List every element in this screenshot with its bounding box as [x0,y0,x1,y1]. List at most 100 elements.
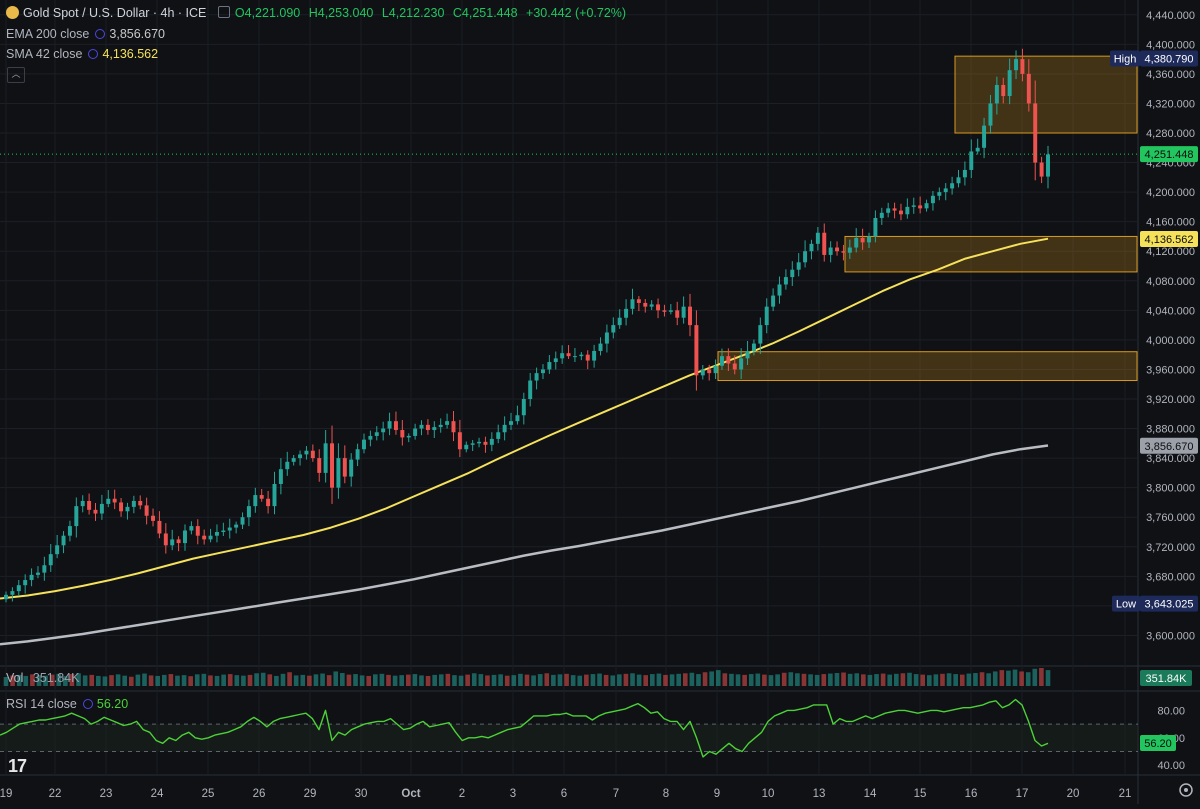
volume-bar [247,674,253,686]
candle-body [195,526,200,536]
volume-bar [96,675,101,686]
candle-body [841,251,846,253]
volume-bar [109,675,114,686]
candle-body [253,495,258,507]
candle-body [502,424,507,433]
rsi-value-label-text: 56.20 [1144,738,1172,750]
low-tag-label: Low [1112,595,1140,612]
candle-body [930,195,935,204]
candle-body [975,147,980,152]
volume-bar [788,672,794,686]
volume-bar [1025,672,1031,686]
volume-bar [142,673,147,686]
time-tick-label: 24 [151,788,164,800]
ohlc-open: O4,221.090 [234,6,301,20]
volume-bar [663,674,668,686]
volume-bar [1019,671,1024,686]
volume-bar [715,670,721,686]
candle-body [381,428,386,433]
sma-settings-icon[interactable] [88,49,99,59]
candle-body [16,585,21,592]
price-tick-label: 4,320.000 [1146,98,1195,110]
volume-bar [775,674,780,686]
volume-bar [518,673,523,686]
volume-bar [30,674,35,686]
volume-bar [445,673,451,686]
time-tick-label: 15 [914,788,927,800]
high-tag-label-text: High [1114,54,1137,66]
candle-body [592,350,597,361]
volume-bar [986,673,991,686]
ohlc-close: C4,251.448 [452,6,518,20]
candle-body [521,399,526,416]
volume-bar [795,673,800,686]
volume-legend[interactable]: Vol 351.84K [6,671,79,685]
ema-legend[interactable]: EMA 200 close 3,856.670 [6,27,165,41]
volume-bar [762,674,767,686]
volume-bar [399,675,405,686]
volume-bar [676,673,681,686]
volume-bar [861,674,866,686]
volume-bar [353,674,358,686]
candle-body [751,343,756,351]
candle-body [828,247,833,255]
time-tick-label: 29 [304,788,317,800]
time-tick-label: 26 [253,788,266,800]
candle-body [106,498,111,504]
candle-body [1033,103,1038,163]
volume-bar [346,674,352,686]
rsi-legend[interactable]: RSI 14 close 56.20 [6,697,128,711]
volume-bar [742,674,747,686]
volume-bar [814,674,820,686]
time-tick-label: Oct [401,788,420,800]
volume-bar [973,673,978,686]
candle-body [183,530,187,544]
candle-body [227,527,232,531]
volume-bar [234,675,240,686]
volume-bar [940,673,945,686]
rsi-settings-icon[interactable] [82,699,93,709]
price-tick-label: 4,120.000 [1146,246,1195,258]
volume-bar [1039,668,1044,686]
volume-bar [867,674,873,686]
candle-body [99,503,104,514]
tradingview-logo-icon: 17 [8,756,27,776]
time-axis[interactable]: 19 22 23 24 25 26 29 30 Oct 2 3 6 7 8 9 10 13 14 15 16 17 20 2… [0,788,1131,800]
candle-body [1001,84,1006,97]
volume-bar [333,671,339,686]
volume-bar [36,675,42,686]
time-tick-label: 25 [202,788,215,800]
high-price-label: 4,380.790 [1140,50,1198,67]
volume-bar [76,673,81,686]
candle-body [707,369,712,374]
candle-body [23,580,28,586]
sma-legend[interactable]: SMA 42 close 4,136.562 [6,47,158,61]
high-tag-label-bg [1110,50,1140,67]
candle-body [4,594,8,600]
candle-body [892,208,897,211]
volume-bar [682,673,688,686]
ema-settings-icon[interactable] [95,29,106,39]
candle-body [835,247,840,252]
collapse-legend-button[interactable]: ︿ [7,67,25,83]
ema-legend-value: 3,856.670 [109,27,165,41]
volume-bar [847,673,853,686]
high-price-label-bg [1140,50,1198,67]
price-tick-label: 4,040.000 [1146,305,1195,317]
highlight-zone [844,235,1138,273]
volume-bar [438,674,444,686]
candles [4,48,1050,603]
rsi-line [0,698,1049,758]
volume-value-label-bg [1140,670,1192,686]
price-tick-label: 3,920.000 [1146,394,1195,406]
candle-body [675,310,680,318]
price-tick-label: 3,960.000 [1146,364,1195,376]
volume-bar [359,675,365,686]
candle-body [400,430,405,438]
candle-body [176,539,181,544]
price-tick-label: 3,720.000 [1146,542,1195,554]
candle-body [662,310,667,312]
